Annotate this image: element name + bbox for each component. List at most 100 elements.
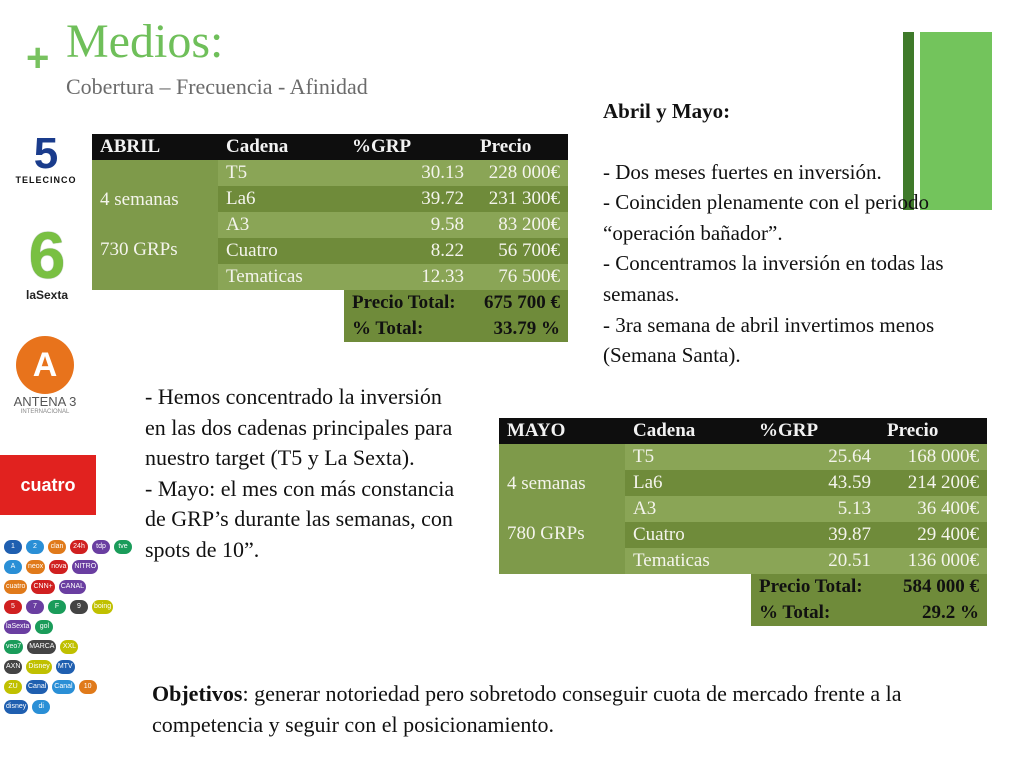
abril-semanas: 4 semanas [100,189,179,210]
mayo-cadena: A3 [625,496,751,522]
channel-logo-icon: clan [48,540,66,554]
notes-line: - 3ra semana de abril invertimos menos (… [603,312,935,368]
decorative-bar-light [920,32,992,210]
objetivos-paragraph: Objetivos: generar notoriedad pero sobre… [152,678,972,740]
abril-header-row: ABRIL Cadena %GRP Precio [92,134,568,160]
abril-pct-total-label: % Total: [344,316,472,342]
lasexta-logo: 6 laSexta [16,222,78,310]
channel-logo-icon: F [48,600,66,614]
channel-logo-icon: boing [92,600,114,614]
mayo-precio: 29 400€ [879,522,987,548]
mayo-precio-total: 584 000 € [879,574,987,600]
table-row: Tematicas 20.51 136 000€ [499,548,987,574]
table-row: 4 semanas 780 GRPs T5 25.64 168 000€ [499,444,987,574]
channel-logo-icon: tve [114,540,132,554]
blank-cell [625,574,751,600]
abril-precio: 228 000€ [472,160,568,186]
abril-grps: 730 GRPs [100,239,178,260]
mayo-cadena: La6 [625,470,751,496]
strategy-line: - Hemos concentrado la inversión en las … [145,384,453,471]
decorative-bar-dark [903,32,914,210]
mayo-grp: 5.13 [751,496,879,522]
strategy-line: - Mayo: el mes con más constancia de GRP… [145,475,455,562]
mayo-pct-total-label: % Total: [751,600,879,626]
slide-subtitle: Cobertura – Frecuencia - Afinidad [66,74,368,99]
abril-header-mes: ABRIL [92,134,218,160]
mayo-table: MAYO Cadena %GRP Precio 4 semanas 780 GR… [499,418,987,626]
abril-precio-total-label: Precio Total: [344,290,472,316]
mini-logo-row: 5 7 F 9 boing [4,600,140,614]
channel-logo-icon: MTV [55,660,75,674]
notes-heading: Abril y Mayo: [603,99,731,123]
telecinco-mark: 5 [33,129,59,178]
channel-logo-icon: neox [26,560,46,574]
channel-logo-icon: Canal [52,680,75,694]
mayo-header-row: MAYO Cadena %GRP Precio [499,418,987,444]
mayo-grp: 20.51 [751,548,879,574]
mini-logo-row: laSexta gol [4,620,140,634]
mayo-header-cadena: Cadena [625,418,751,444]
abril-cadena: T5 [218,160,344,186]
plus-icon: + [26,36,50,80]
mayo-precio: 136 000€ [879,548,987,574]
mini-logo-row: AXN Disney MTV [4,660,140,674]
blank-cell [92,290,218,316]
table-row: Cuatro 8.22 56 700€ [92,238,568,264]
abril-grp: 12.33 [344,264,472,290]
mayo-grps: 780 GRPs [507,523,585,544]
channel-logo-icon: 2 [26,540,44,554]
mayo-header-precio: Precio [879,418,987,444]
channel-logo-icon: Disney [26,660,52,674]
channel-logo-icon: 9 [70,600,88,614]
abril-grp: 9.58 [344,212,472,238]
mayo-header-mes: MAYO [499,418,625,444]
abril-header-precio: Precio [472,134,568,160]
abril-cadena: Cuatro [218,238,344,264]
channel-logo-icon: 5 [4,600,22,614]
mayo-semanas: 4 semanas [507,473,586,494]
channel-logo-icon: Canal [26,680,49,694]
channel-logo-icon: 10 [78,680,97,694]
mayo-pct-total: 29.2 % [879,600,987,626]
antena3-name: ANTENA 3 [13,394,77,409]
mayo-grp: 43.59 [751,470,879,496]
blank-cell [625,600,751,626]
mayo-summary-cell: 4 semanas 780 GRPs [499,444,625,574]
abril-pct-row: % Total: 33.79 % [92,316,568,342]
mini-logo-row: veo7 MARCA XXL [4,640,140,654]
abril-grp: 39.72 [344,186,472,212]
notes-line: - Dos meses fuertes en inversión. [603,159,882,184]
abril-pct-total: 33.79 % [472,316,568,342]
abril-grp: 30.13 [344,160,472,186]
mayo-total-row: Precio Total: 584 000 € [499,574,987,600]
channel-logo-icon: 24h [70,540,88,554]
mayo-precio: 214 200€ [879,470,987,496]
objetivos-text: : generar notoriedad pero sobretodo cons… [152,681,902,737]
abril-grp: 8.22 [344,238,472,264]
channel-logo-icon: cuatro [4,580,28,594]
table-row: La6 43.59 214 200€ [499,470,987,496]
mayo-precio: 168 000€ [879,444,987,470]
channel-logo-icon: NITRO [72,560,99,574]
channel-logo-icon: ZU [4,680,22,694]
blank-cell [499,600,625,626]
lasexta-mark: 6 [28,218,66,292]
notes-line: - Coinciden plenamente con el periodo “o… [603,190,929,245]
blank-cell [218,316,344,342]
channel-logo-icon: di [32,700,51,714]
mayo-grp: 25.64 [751,444,879,470]
strategy-notes: - Hemos concentrado la inversión en las … [145,382,455,566]
abril-mayo-notes: Abril y Mayo: - Dos meses fuertes en inv… [603,96,1007,371]
mini-logo-row: 1 2 clan 24h tdp tve [4,540,140,554]
antena3-mark: A [16,336,74,394]
channel-logo-icon: A [4,560,22,574]
table-row: A3 9.58 83 200€ [92,212,568,238]
table-row: La6 39.72 231 300€ [92,186,568,212]
abril-precio-total: 675 700 € [472,290,568,316]
channel-logo-icon: nova [49,560,69,574]
cuatro-logo: cuatro [0,455,96,515]
abril-cadena: La6 [218,186,344,212]
notes-line: - Concentramos la inversión en todas las… [603,251,944,306]
blank-cell [499,574,625,600]
